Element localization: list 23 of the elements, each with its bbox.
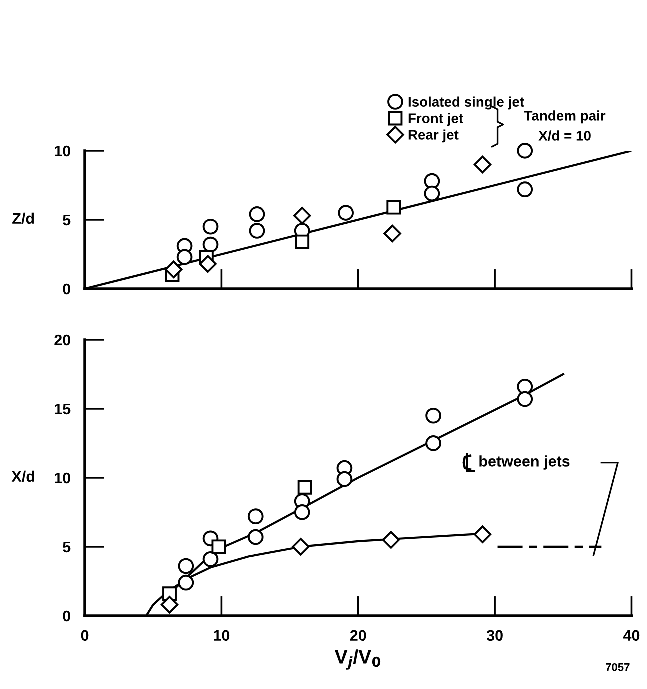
legend-label: between jets	[480, 456, 570, 470]
y-tick-label: 5	[63, 214, 71, 226]
y-tick-label: 20	[54, 334, 70, 346]
x-tick-label: 0	[81, 630, 89, 642]
y-tick-label: 10	[55, 472, 70, 484]
y-tick-label: 10	[55, 146, 70, 157]
x-tick-label: 30	[486, 630, 503, 642]
x-tick-label: 20	[350, 630, 366, 642]
legend-label: Front jet	[408, 113, 464, 126]
x-tick-label: 10	[214, 630, 230, 642]
x-axis-title: V$_{j}$/V$_{0}$	[334, 650, 381, 670]
y-axis-title: X/d	[12, 470, 34, 482]
y-tick-label: 0	[63, 284, 70, 295]
y-axis-title: Z/d	[12, 212, 34, 224]
legend-label: Isolated single jet	[408, 96, 524, 110]
text: X/d = 10	[538, 130, 591, 142]
y-tick-label: 5	[63, 542, 71, 553]
x-tick-label: 40	[623, 630, 640, 642]
text: Tandem pair	[524, 110, 606, 124]
legend-label: Rear jet	[408, 130, 459, 143]
text: 7057	[606, 663, 630, 672]
y-tick-label: 0	[63, 610, 70, 622]
y-tick-label: 15	[55, 404, 71, 415]
